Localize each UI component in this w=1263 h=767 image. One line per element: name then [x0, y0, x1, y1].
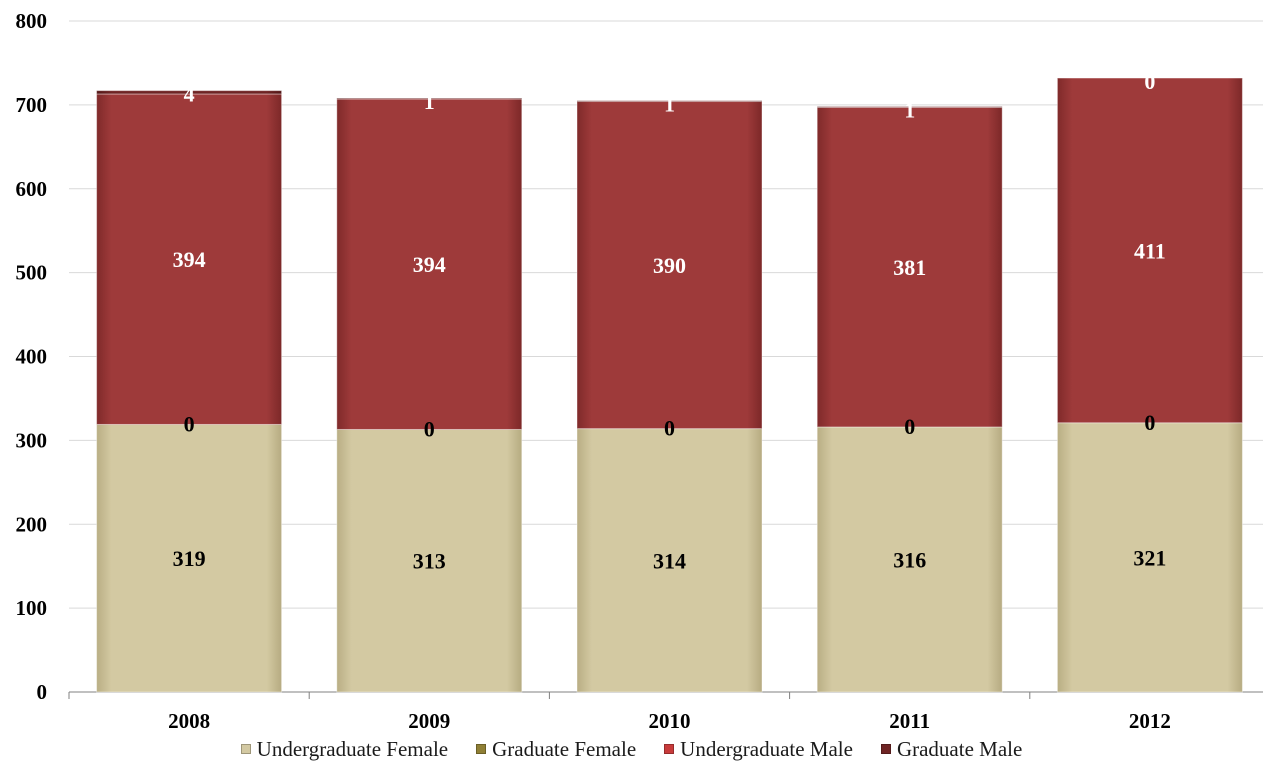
bar-segment-graduate-male-2009[interactable] [336, 97, 523, 100]
legend-swatch-graduate-female [476, 744, 487, 754]
data-label-graduate-male-2008: 4 [184, 82, 195, 107]
bar-segment-undergraduate-male-2010[interactable] [576, 101, 763, 430]
bar-segment-undergraduate-male-2011[interactable] [816, 106, 1003, 428]
x-tick-label-2009: 2009 [408, 709, 450, 733]
y-tick-label-400: 400 [16, 345, 48, 369]
legend-swatch-graduate-male [880, 744, 891, 754]
data-label-graduate-male-2012: 0 [1144, 69, 1155, 94]
data-label-undergraduate-female-2012: 321 [1133, 545, 1166, 570]
bar-segment-graduate-male-2008[interactable] [96, 90, 283, 95]
y-tick-label-700: 700 [16, 93, 48, 117]
legend-item-undergraduate-male[interactable]: Undergraduate Male [664, 737, 853, 762]
bar-segment-undergraduate-male-2008[interactable] [96, 93, 283, 425]
x-tick-label-2008: 2008 [168, 709, 210, 733]
y-tick-label-600: 600 [16, 177, 48, 201]
legend-label-undergraduate-male: Undergraduate Male [680, 736, 853, 761]
data-labels: 319 0 394 4 313 0 394 1 314 0 390 1 316 0 381 1 321 0 411 0 [173, 69, 1167, 574]
legend-label-undergraduate-female: Undergraduate Female [256, 736, 449, 761]
legend-label-graduate-female: Graduate Female [492, 736, 637, 761]
data-label-undergraduate-male-2008: 394 [173, 247, 206, 272]
legend-item-graduate-female[interactable]: Graduate Female [476, 737, 636, 762]
data-label-graduate-male-2009: 1 [424, 89, 435, 114]
legend-item-undergraduate-female[interactable]: Undergraduate Female [240, 736, 449, 762]
data-label-undergraduate-female-2011: 316 [893, 547, 926, 572]
data-label-graduate-female-2012: 0 [1144, 410, 1155, 435]
data-label-graduate-female-2008: 0 [184, 411, 195, 436]
data-label-undergraduate-male-2011: 381 [893, 255, 926, 280]
y-tick-label-300: 300 [16, 428, 48, 452]
legend: Undergraduate Female Graduate Female Und… [0, 735, 1263, 763]
bars [96, 77, 1243, 693]
data-label-graduate-female-2010: 0 [664, 416, 675, 441]
bar-segment-undergraduate-female-2009[interactable] [336, 428, 523, 693]
data-label-undergraduate-male-2012: 411 [1134, 238, 1166, 263]
bar-segment-undergraduate-female-2008[interactable] [96, 423, 283, 693]
y-tick-label-800: 800 [16, 9, 48, 33]
data-label-graduate-male-2010: 1 [664, 92, 675, 117]
data-label-undergraduate-female-2009: 313 [413, 549, 446, 574]
x-tick-label-2010: 2010 [649, 709, 691, 733]
legend-item-graduate-male[interactable]: Graduate Male [880, 736, 1023, 762]
bar-segment-undergraduate-male-2012[interactable] [1056, 77, 1243, 424]
bar-segment-graduate-male-2011[interactable] [816, 106, 1003, 108]
data-label-undergraduate-male-2010: 390 [653, 253, 686, 278]
axes [68, 691, 1263, 699]
data-label-undergraduate-female-2008: 319 [173, 546, 206, 571]
legend-swatch-undergraduate-female [240, 744, 251, 754]
x-tick-label-2011: 2011 [889, 709, 930, 733]
bar-segment-undergraduate-male-2009[interactable] [336, 98, 523, 430]
y-tick-label-500: 500 [16, 261, 48, 285]
x-tick-label-2012: 2012 [1129, 709, 1171, 733]
y-tick-label-200: 200 [16, 512, 48, 536]
y-tick-label-100: 100 [16, 596, 48, 620]
data-label-undergraduate-female-2010: 314 [653, 548, 686, 573]
legend-swatch-undergraduate-male [664, 744, 675, 754]
data-label-graduate-female-2009: 0 [424, 416, 435, 441]
bar-segment-undergraduate-female-2010[interactable] [576, 428, 763, 693]
legend-label-graduate-male: Graduate Male [896, 736, 1023, 761]
bar-segment-graduate-male-2010[interactable] [576, 100, 763, 103]
bar-segment-undergraduate-female-2011[interactable] [816, 426, 1003, 693]
data-label-undergraduate-male-2009: 394 [413, 252, 446, 277]
y-tick-label-0: 0 [37, 680, 48, 704]
data-label-graduate-female-2011: 0 [904, 414, 915, 439]
data-label-graduate-male-2011: 1 [904, 98, 915, 123]
